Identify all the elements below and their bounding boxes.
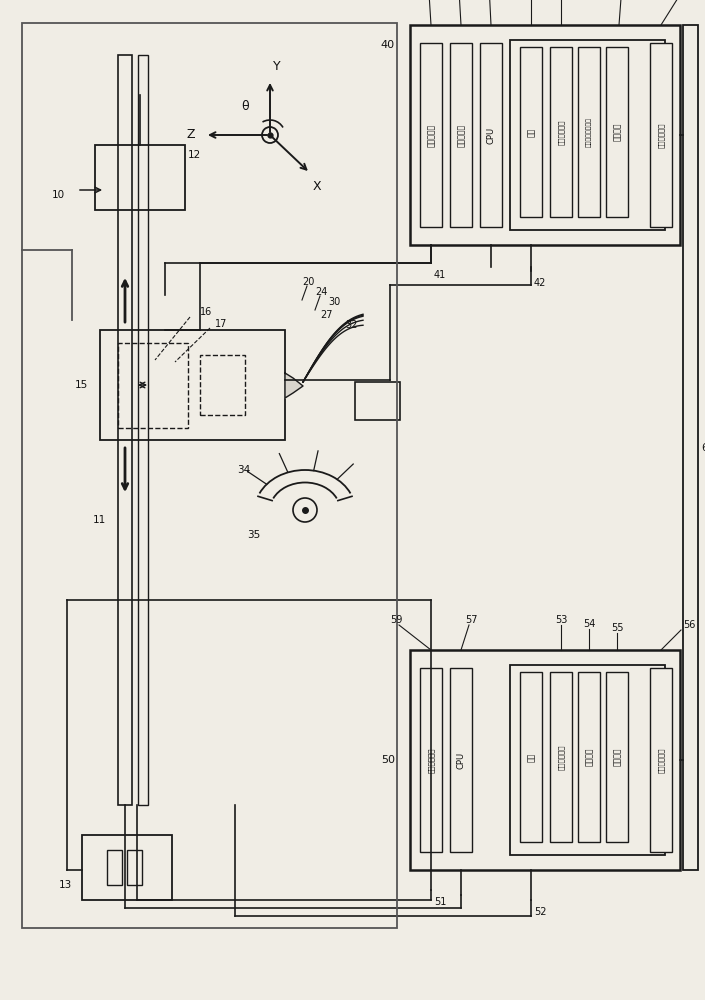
Text: 闪光灯界面: 闪光灯界面 (457, 123, 465, 147)
Bar (450, 43, 472, 227)
Bar (107, 850, 122, 885)
Text: 内存: 内存 (527, 752, 536, 762)
Bar (650, 43, 672, 227)
Text: 35: 35 (247, 530, 260, 540)
Bar (510, 665, 665, 855)
Bar (410, 650, 680, 870)
Text: 51: 51 (434, 897, 446, 907)
Text: 27: 27 (320, 310, 333, 320)
Bar (22, 23, 397, 928)
Text: 50: 50 (381, 755, 395, 765)
Text: 数据总线接口: 数据总线接口 (658, 747, 664, 773)
Text: 60: 60 (701, 443, 705, 453)
Text: 53: 53 (555, 615, 568, 625)
Bar (450, 668, 472, 852)
Text: Z: Z (187, 128, 195, 141)
Bar (578, 672, 600, 842)
Text: θ: θ (241, 100, 249, 113)
Text: 16: 16 (200, 307, 212, 317)
Bar (550, 672, 572, 842)
Bar (420, 43, 442, 227)
Text: 57: 57 (465, 615, 477, 625)
Text: 20: 20 (302, 277, 314, 287)
Text: 52: 52 (534, 907, 546, 917)
Text: 32: 32 (345, 320, 357, 330)
Bar (355, 382, 400, 420)
Text: 11: 11 (93, 515, 106, 525)
Bar (118, 343, 188, 428)
Bar (550, 47, 572, 217)
Text: 41: 41 (434, 270, 446, 280)
Bar (510, 40, 665, 230)
Text: 15: 15 (75, 380, 88, 390)
Text: 42: 42 (534, 278, 546, 288)
Text: 移动机构接口: 移动机构接口 (428, 747, 434, 773)
Bar (683, 25, 698, 870)
Text: 24: 24 (315, 287, 327, 297)
Bar (410, 25, 680, 245)
Bar (127, 850, 142, 885)
Bar (82, 835, 172, 900)
Bar (420, 668, 442, 852)
Text: 34: 34 (237, 465, 250, 475)
Text: 修正程序: 修正程序 (584, 748, 594, 766)
Text: 数据总线接口: 数据总线接口 (658, 122, 664, 148)
Text: 控制数据: 控制数据 (613, 748, 622, 766)
Bar (606, 47, 628, 217)
Bar (606, 672, 628, 842)
Text: Y: Y (273, 60, 281, 73)
Text: 30: 30 (328, 297, 341, 307)
Text: 13: 13 (59, 880, 72, 890)
Text: CPU: CPU (457, 751, 465, 769)
Bar (520, 47, 542, 217)
Bar (480, 43, 502, 227)
Text: 位置控制程序: 位置控制程序 (558, 744, 564, 770)
Text: 12: 12 (188, 150, 201, 160)
Text: 56: 56 (683, 620, 695, 630)
Bar (200, 355, 245, 415)
Text: 相对位置检测程序: 相对位置检测程序 (586, 117, 591, 147)
Text: 17: 17 (215, 319, 228, 329)
Bar (118, 55, 132, 805)
Text: 内存: 内存 (527, 127, 536, 137)
Polygon shape (285, 373, 303, 398)
Bar (95, 145, 185, 210)
Text: 控制数据: 控制数据 (613, 123, 622, 141)
Text: X: X (313, 180, 321, 193)
Text: 40: 40 (381, 40, 395, 50)
Text: 59: 59 (390, 615, 402, 625)
Bar (520, 672, 542, 842)
Text: 55: 55 (611, 623, 623, 633)
Bar (100, 330, 285, 440)
Bar (578, 47, 600, 217)
Text: 摄影机接口: 摄影机接口 (427, 123, 436, 147)
Text: 10: 10 (52, 190, 65, 200)
Text: 影像取得程序: 影像取得程序 (558, 119, 564, 145)
Text: 54: 54 (583, 619, 595, 629)
Bar (138, 55, 148, 805)
Bar (650, 668, 672, 852)
Text: CPU: CPU (486, 126, 496, 144)
